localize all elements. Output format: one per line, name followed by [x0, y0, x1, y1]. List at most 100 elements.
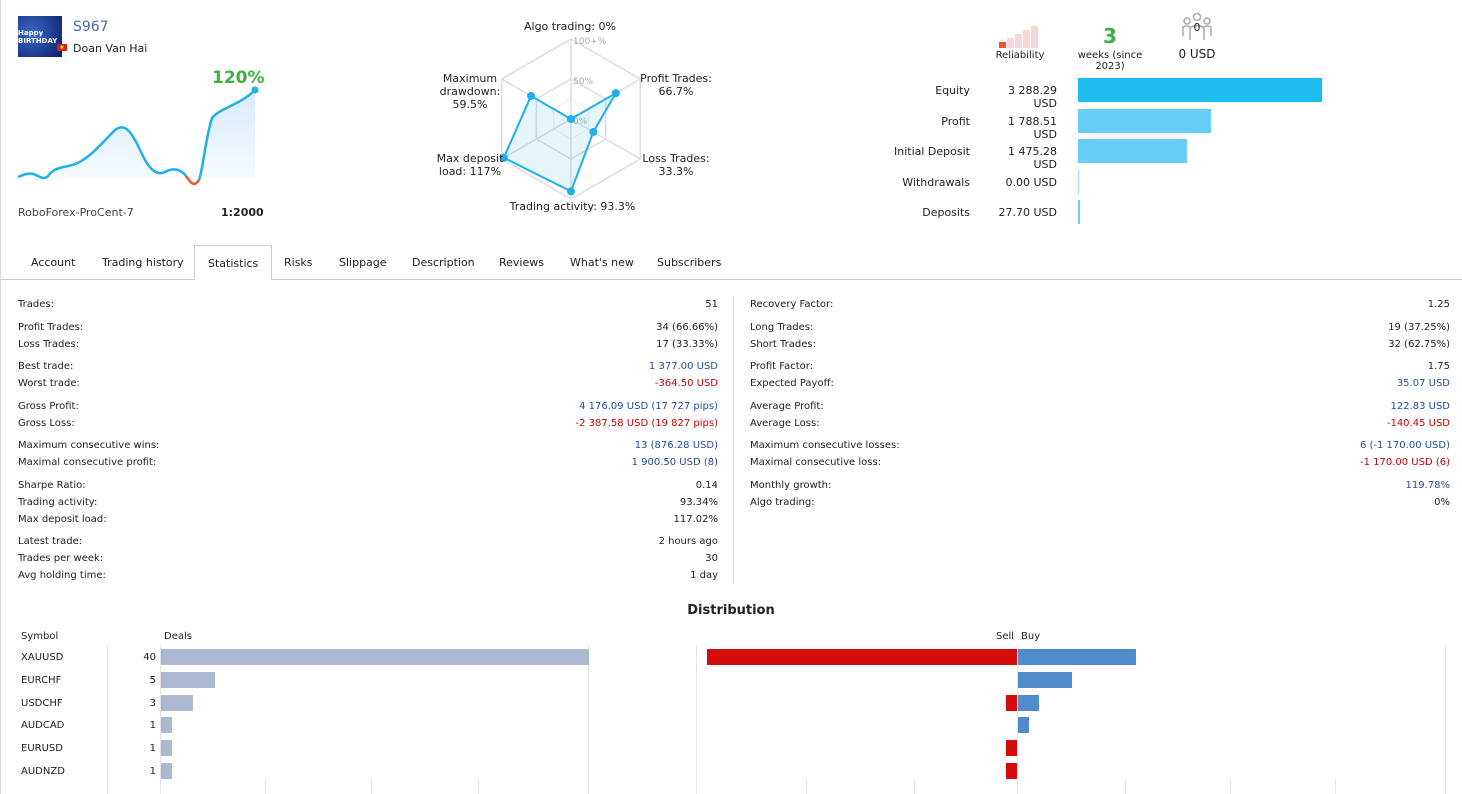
balance-label: Equity: [935, 84, 970, 97]
reliability-bar: [999, 42, 1006, 48]
distribution-deals-count: 1: [149, 720, 156, 732]
grid-line: [1230, 780, 1231, 794]
distribution-title: Distribution: [687, 603, 775, 618]
radar-point: [527, 91, 536, 100]
tab-statistics[interactable]: Statistics: [194, 245, 273, 280]
radar-axis: [570, 118, 641, 160]
stat-row: Profit Factor: 1.75: [750, 360, 1450, 374]
tab-trading-history[interactable]: Trading history: [102, 256, 184, 269]
stat-label: Profit Trades:: [18, 321, 84, 333]
distribution-deals-count: 3: [149, 697, 156, 709]
reliability-bar: [1015, 34, 1022, 48]
signal-name[interactable]: S967: [73, 19, 109, 35]
grid-line: [1125, 780, 1126, 794]
sell-bar: [1006, 763, 1017, 779]
radar-point: [499, 153, 508, 162]
tab-bar: Account Trading history Statistics Risks Sli…: [0, 245, 1462, 280]
grid-line: [107, 645, 108, 794]
stat-value: 13 (876.28 USD): [634, 440, 718, 451]
balance-bar-profit: [1078, 108, 1211, 133]
grid-line: [1445, 645, 1446, 794]
grid-line: [1017, 645, 1018, 794]
deals-bar: [161, 740, 172, 757]
stat-value: 1 900.50 USD (8): [631, 457, 718, 468]
owner-name[interactable]: Doan Van Hai: [73, 42, 148, 55]
grid-line: [265, 780, 266, 794]
stat-value: 6 (-1 170.00 USD): [1359, 440, 1450, 451]
deals-bar: [161, 671, 215, 688]
stat-row: Worst trade: -364.50 USD: [18, 377, 718, 391]
tab-reviews[interactable]: Reviews: [499, 256, 544, 269]
stat-row: Loss Trades: 17 (33.33%): [18, 338, 718, 352]
stat-label: Expected Payoff:: [750, 378, 834, 389]
stat-label: Avg holding time:: [18, 570, 106, 581]
grid-line: [160, 645, 161, 794]
tab-description[interactable]: Description: [412, 256, 475, 269]
stat-row: Avg holding time: 1 day: [18, 569, 718, 583]
balance-value: 0.00 USD: [1005, 175, 1058, 189]
radar-axis: [501, 118, 572, 160]
subscribers-count: 0: [1193, 21, 1201, 34]
vietnam-flag-icon: ★: [57, 44, 67, 51]
stat-row: Algo trading: 0%: [750, 496, 1450, 510]
stat-label: Algo trading:: [750, 496, 815, 508]
grid-line: [1335, 780, 1336, 794]
deals-bar: [161, 717, 172, 734]
stat-value: 32 (62.75%): [1388, 338, 1450, 350]
grid-line: [696, 645, 697, 794]
stat-label: Average Loss:: [750, 417, 820, 429]
tab-subscribers[interactable]: Subscribers: [657, 256, 722, 269]
stat-row: Gross Loss: -2 387.58 USD (19 827 pips): [18, 417, 718, 431]
avatar[interactable]: Happy BIRTHDAY: [18, 16, 62, 57]
stat-label: Latest trade:: [18, 536, 83, 547]
grid-line: [914, 780, 915, 794]
sell-bar: [1006, 694, 1017, 711]
stat-row: Best trade: 1 377.00 USD: [18, 360, 718, 374]
tab-account[interactable]: Account: [31, 256, 76, 269]
col-deals: Deals: [164, 631, 192, 642]
growth-value: 120%: [212, 68, 265, 88]
subscribers-funds: 0 USD: [1178, 47, 1216, 61]
radar-point: [567, 115, 575, 123]
stats-divider: [733, 297, 734, 584]
stat-label: Long Trades:: [750, 321, 814, 333]
grid-line: [588, 645, 589, 794]
stat-row: Profit Trades: 34 (66.66%): [18, 321, 718, 335]
stat-value: -140.45 USD: [1386, 417, 1450, 429]
weeks-value: 3: [1103, 24, 1117, 48]
tab-slippage[interactable]: Slippage: [339, 256, 387, 269]
stat-label: Maximal consecutive loss:: [750, 457, 882, 468]
stat-value: 51: [705, 299, 718, 310]
radar-label-algo: Algo trading: 0%: [523, 20, 616, 33]
stat-label: Monthly growth:: [750, 479, 832, 491]
tab-what-s-new[interactable]: What's new: [570, 256, 634, 269]
stat-value: 1 377.00 USD: [648, 361, 718, 372]
balance-bar-deposits: [1078, 200, 1081, 224]
radar-point: [589, 127, 598, 136]
sparkline-line: [17, 126, 187, 180]
stat-row: Trades: 51: [18, 298, 718, 312]
tab-risks[interactable]: Risks: [284, 256, 313, 269]
stat-value: 17 (33.33%): [656, 338, 718, 350]
sell-bar: [1006, 740, 1017, 757]
stat-row: Maximal consecutive profit: 1 900.50 USD …: [18, 456, 718, 470]
radar-label-loss: Loss Trades: 33.3%: [642, 152, 710, 178]
deals-bar: [161, 649, 589, 665]
stat-row: Expected Payoff: 35.07 USD: [750, 377, 1450, 391]
radar-label-activity: Trading activity: 93.3%: [509, 200, 636, 213]
radar-point: [567, 187, 575, 196]
broker-server[interactable]: RoboForex-ProCent-7: [18, 206, 134, 219]
leverage: 1:2000: [221, 206, 264, 219]
radar-scale-label: 50%: [573, 77, 593, 87]
col-sell: Sell: [996, 631, 1015, 642]
stat-label: Gross Loss:: [18, 417, 75, 429]
weeks-label: weeks (since 2023): [1077, 50, 1143, 72]
buy-bar: [1018, 671, 1072, 688]
distribution-symbol: EURCHF: [21, 674, 62, 686]
buy-bar: [1018, 717, 1029, 734]
balance-bar-equity: [1078, 78, 1322, 102]
stat-label: Recovery Factor:: [750, 299, 834, 310]
grid-line: [371, 780, 372, 794]
stat-label: Profit Factor:: [750, 361, 814, 372]
stat-value: 4 176.09 USD (17 727 pips): [579, 400, 718, 412]
